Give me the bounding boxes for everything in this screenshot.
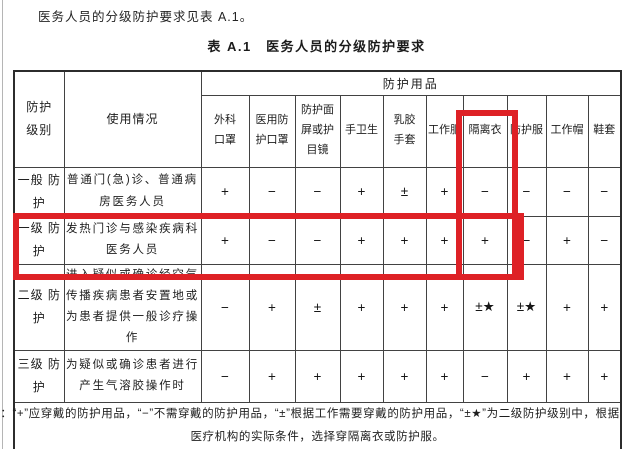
cell-value: + [339,263,384,351]
cell-value: − [506,215,547,265]
cell-value: − [462,166,508,217]
col-header-work-cap: 工作帽 [545,94,589,168]
table-header-items-row: 外科 口罩 医用防 护口罩 防护面 屏或护 目镜 手卫生 乳胶 手套 工作服 隔… [14,94,622,168]
cell-value: + [545,263,589,351]
cell-value: + [339,166,384,217]
cell-value: ± [294,263,341,351]
col-header-latex-gloves: 乳胶 手套 [382,94,427,168]
col-header-protective-suit: 防护服 [506,94,547,168]
cell-value: − [545,166,589,217]
cell-value: + [248,349,296,403]
protection-requirements-table: 防护 级别 使用情况 防护用品 外科 口罩 医用防 护口罩 防护面 屏或护 目镜… [0,70,623,449]
cell-value: + [462,215,508,265]
intro-text: 医务人员的分级防护要求见表 A.1。 [38,10,254,24]
cell-value: + [382,263,427,351]
row-situation: 普通门(急)诊、普通病房医务人员 [63,166,202,217]
cell-value: − [200,263,250,351]
table-row-level3-protection: 三级 防护 为疑似或确诊患者进行产生气溶胶操作时 − + + + + + − +… [13,349,622,403]
table-row-level2-protection: 二级 防护 进入疑似或确诊经空气传播疾病患者安置地或为患者提供一般诊疗操作 − … [13,263,622,351]
cell-value: − [248,166,296,217]
col-group-header-ppe: 防护用品 [200,70,622,96]
cell-value: − [294,215,341,265]
cell-value: + [339,349,384,403]
row-level-label: 一般 防护 [13,166,65,217]
cell-value: + [425,215,464,265]
cell-value: + [200,166,250,217]
cell-value: + [200,215,250,265]
row-level-label: 二级 防护 [13,263,65,351]
row-level-label: 三级 防护 [13,349,65,403]
cell-value: − [587,215,622,265]
cell-value: + [506,349,547,403]
cell-value: + [294,349,341,403]
cell-value: + [382,215,427,265]
col-header-medical-respirator: 医用防 护口罩 [248,94,296,168]
table-title: 表 A.1 医务人员的分级防护要求 [207,39,426,54]
row-situation: 为疑似或确诊患者进行产生气溶胶操作时 [63,349,202,403]
col-header-usage: 使用情况 [63,70,202,168]
table-row-general-protection: 一般 防护 普通门(急)诊、普通病房医务人员 + − − + ± + − − −… [13,166,622,217]
page-edge-line [2,0,3,449]
row-situation: 进入疑似或确诊经空气传播疾病患者安置地或为患者提供一般诊疗操作 [63,263,202,351]
table-row-level1-protection: 一级 防护 发热门诊与感染疾病科医务人员 + − − + + + + − + − [13,215,622,265]
cell-value: − [294,166,341,217]
cell-value: + [587,263,622,351]
col-header-protection-level: 防护 级别 [13,70,65,168]
col-header-isolation-gown: 隔离衣 [462,94,508,168]
col-header-shoe-covers: 鞋套 [587,94,622,168]
cell-value: − [462,349,508,403]
cell-value: − [506,166,547,217]
cell-value: ±★ [462,263,508,351]
table-header-group-row: 防护 级别 使用情况 防护用品 [13,70,622,168]
cell-value: − [587,166,622,217]
cell-value: − [248,215,296,265]
cell-value: + [587,349,622,403]
row-level-label: 一级 防护 [13,215,65,265]
col-header-work-clothes: 工作服 [425,94,464,168]
cell-value: ± [382,166,427,217]
cell-value: + [425,166,464,217]
table-footnote-row: 注：“+”应穿戴的防护用品，“−”不需穿戴的防护用品，“±”根据工作需要穿戴的防… [0,401,622,449]
cell-value: + [425,349,464,403]
cell-value: + [425,263,464,351]
cell-value: + [339,215,384,265]
col-header-hand-hygiene: 手卫生 [339,94,384,168]
cell-value: + [545,349,589,403]
cell-value: + [382,349,427,403]
table-footnote: 注：“+”应穿戴的防护用品，“−”不需穿戴的防护用品，“±”根据工作需要穿戴的防… [0,401,622,449]
cell-value: + [545,215,589,265]
cell-value: − [200,349,250,403]
cell-value: ±★ [506,263,547,351]
cell-value: + [248,263,296,351]
col-header-face-shield-goggles: 防护面 屏或护 目镜 [294,94,341,168]
row-situation: 发热门诊与感染疾病科医务人员 [63,215,202,265]
col-header-surgical-mask: 外科 口罩 [200,94,250,168]
